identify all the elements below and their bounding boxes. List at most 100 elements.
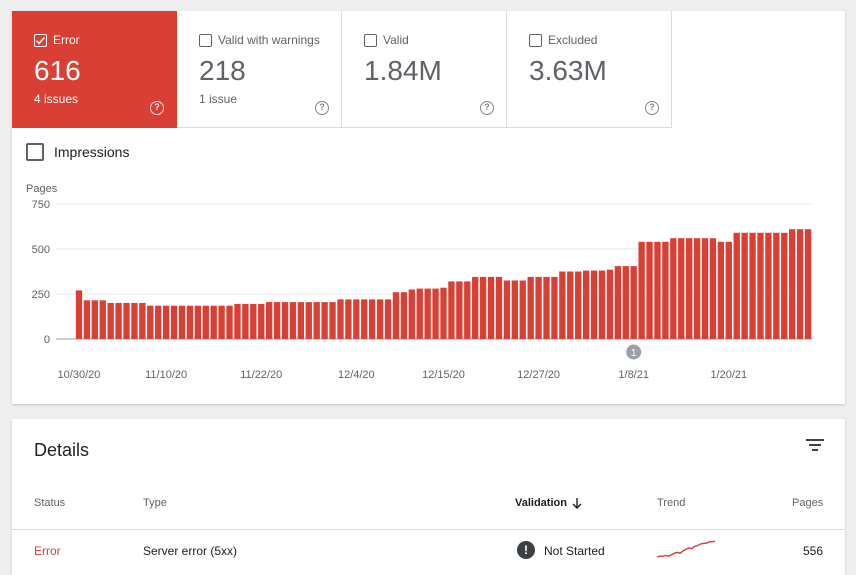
column-header-trend[interactable]: Trend	[657, 497, 686, 509]
column-header-type[interactable]: Type	[143, 497, 167, 509]
bar	[503, 280, 511, 339]
index-coverage-card: Error 616 4 issues ? Valid with warnings…	[12, 11, 845, 404]
impressions-toggle[interactable]: Impressions	[26, 143, 129, 161]
y-tick-label: 750	[32, 199, 50, 211]
bar	[701, 238, 709, 339]
bar	[376, 299, 384, 339]
bar	[725, 241, 732, 339]
checkbox-unchecked-icon[interactable]	[26, 143, 44, 161]
checkbox-unchecked-icon[interactable]	[199, 34, 212, 47]
help-icon[interactable]: ?	[315, 101, 329, 115]
row-validation: Not Started	[544, 544, 605, 558]
tile-label: Valid with warnings	[218, 33, 320, 47]
sparkline-line	[656, 540, 716, 558]
bar	[321, 302, 328, 339]
bar	[170, 305, 178, 339]
bar	[670, 238, 677, 339]
status-tiles: Error 616 4 issues ? Valid with warnings…	[12, 11, 672, 128]
bar	[155, 305, 162, 339]
tile-valid-with-warnings[interactable]: Valid with warnings 218 1 issue ?	[177, 11, 342, 128]
tile-value: 1.84M	[364, 55, 442, 86]
bar	[804, 229, 812, 339]
bar	[733, 232, 740, 339]
sort-arrow-down-icon[interactable]	[571, 497, 583, 510]
column-header-validation[interactable]: Validation	[515, 497, 567, 509]
checkbox-unchecked-icon[interactable]	[529, 34, 542, 47]
bar	[107, 303, 114, 339]
tile-value: 3.63M	[529, 55, 607, 86]
checkbox-checked-icon[interactable]	[34, 34, 47, 47]
bar	[424, 288, 431, 339]
bar	[242, 303, 249, 339]
bar	[543, 276, 550, 339]
checkbox-unchecked-icon[interactable]	[364, 34, 377, 47]
bar	[598, 270, 606, 339]
details-card: Details Status Type Validation Trend Pag…	[12, 419, 845, 575]
x-tick-label: 12/27/20	[517, 369, 560, 381]
bar	[123, 303, 130, 339]
bar	[353, 299, 360, 339]
bar	[796, 229, 804, 339]
bar	[345, 299, 352, 339]
column-header-pages[interactable]: Pages	[792, 497, 824, 509]
bar	[361, 299, 368, 339]
bar	[440, 287, 447, 339]
bar	[686, 238, 693, 339]
bar	[479, 276, 487, 339]
bar	[551, 276, 558, 339]
bar	[511, 280, 518, 339]
bar	[757, 232, 764, 339]
bar	[226, 305, 233, 339]
annotation-marker	[626, 344, 642, 360]
x-tick-label: 1/8/21	[618, 369, 649, 381]
tile-valid[interactable]: Valid 1.84M ?	[342, 11, 507, 128]
tile-label: Error	[53, 33, 80, 47]
bar	[99, 300, 106, 339]
x-tick-label: 1/20/21	[710, 369, 747, 381]
bar	[337, 299, 344, 339]
bar	[139, 303, 146, 339]
x-tick-label: 12/4/20	[338, 369, 375, 381]
help-icon[interactable]: ?	[150, 101, 164, 115]
bar	[559, 271, 566, 339]
bar	[91, 300, 98, 339]
filter-icon[interactable]	[806, 438, 824, 452]
bar	[741, 232, 748, 339]
bar	[75, 290, 83, 339]
x-tick-label: 11/10/20	[145, 369, 187, 381]
pages-bar-chart: Pages 0 250 500 750 10/30/20 11/10/20 11/22/20 1…	[26, 183, 812, 381]
x-tick-label: 12/15/20	[422, 369, 465, 381]
bar	[416, 288, 423, 339]
bar	[305, 302, 312, 339]
bar	[210, 305, 217, 339]
row-pages: 556	[803, 544, 824, 558]
tile-subtext: 4 issues	[34, 92, 79, 106]
bar	[654, 241, 661, 339]
bar	[273, 302, 281, 339]
tile-excluded[interactable]: Excluded 3.63M ?	[507, 11, 672, 128]
bar	[218, 305, 225, 339]
help-icon[interactable]: ?	[480, 101, 494, 115]
bar	[456, 281, 463, 339]
bar	[250, 303, 257, 339]
bar	[384, 299, 392, 339]
tile-label: Valid	[383, 33, 409, 47]
bar	[83, 300, 91, 339]
help-icon[interactable]: ?	[645, 101, 659, 115]
bar	[487, 276, 495, 339]
bar	[392, 292, 400, 339]
bar	[582, 270, 590, 339]
bar	[622, 266, 629, 339]
bar	[614, 266, 622, 339]
bar	[527, 276, 534, 339]
column-header-status[interactable]: Status	[34, 497, 66, 509]
bar	[567, 271, 574, 339]
bar	[258, 303, 265, 339]
tile-label: Excluded	[548, 33, 598, 47]
bar	[662, 241, 669, 339]
tile-error[interactable]: Error 616 4 issues ?	[12, 11, 177, 128]
bar	[289, 302, 297, 339]
x-tick-label: 11/22/20	[240, 369, 282, 381]
bar	[281, 302, 289, 339]
bar	[178, 305, 186, 339]
